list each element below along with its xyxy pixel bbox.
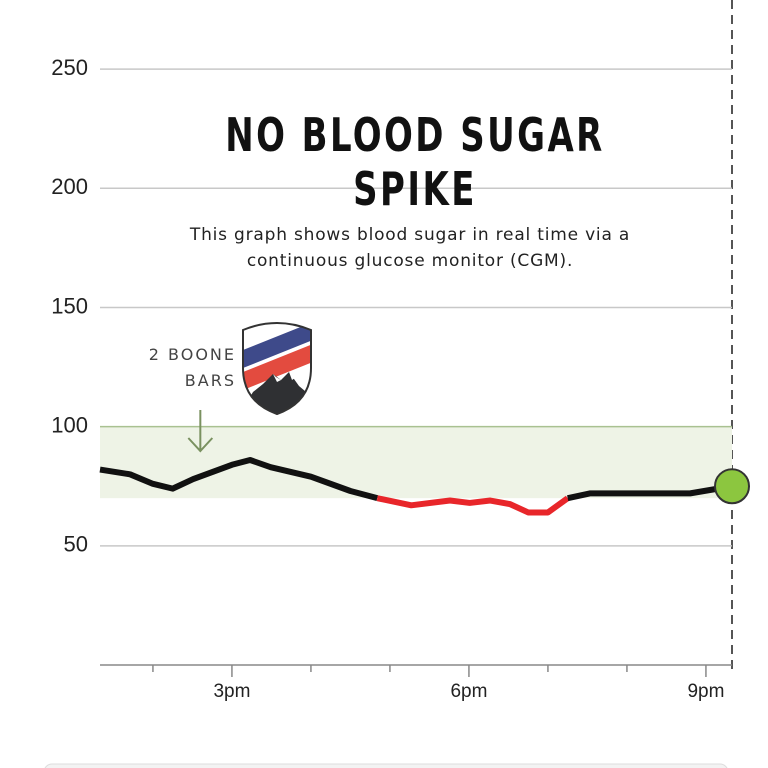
annotation: 2 BOONE BARS (148, 345, 236, 390)
y-tick-label: 150 (51, 293, 88, 318)
current-point (714, 468, 750, 505)
line (99, 457, 379, 502)
brand-logo (242, 322, 312, 416)
line (567, 483, 733, 502)
y-tick-label: 200 (51, 174, 88, 199)
x-tick-label: 9pm (687, 681, 724, 702)
chart-subtitle: This graph shows blood sugar in real tim… (189, 225, 631, 271)
target-range (100, 426, 732, 499)
next-card (44, 763, 728, 768)
annotation-arrow (187, 410, 214, 453)
y-tick-label: 100 (51, 412, 88, 437)
y-tick-label: 250 (51, 55, 88, 80)
x-tick-label: 3pm (213, 681, 250, 702)
y-tick-label: 50 (64, 532, 88, 557)
x-tick-label: 6pm (450, 681, 487, 702)
line-low (376, 495, 570, 516)
chart-title: NO BLOOD SUGAR SPIKE (225, 108, 605, 216)
